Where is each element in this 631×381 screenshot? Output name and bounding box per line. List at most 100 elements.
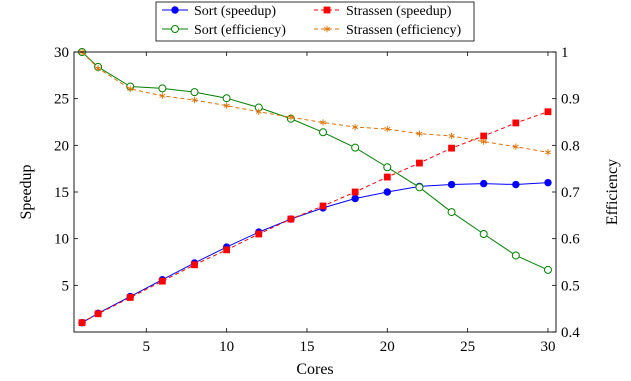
plot-frame: [73, 51, 557, 333]
x-tick-label: 5: [143, 339, 151, 355]
data-point-0-13: [480, 179, 488, 188]
data-point-2-14: [511, 251, 520, 260]
y-tick-label-right: 0.7: [561, 185, 580, 201]
legend-marker-3-stroke: [324, 27, 330, 31]
axes-layer: 5 10 15 20 25 30 5 10 15 20 25 30 0.4 0.5 0.6 0.7 0.8 0.9…: [18, 45, 621, 378]
series-line-3: [81, 51, 549, 153]
data-point-3-8-stroke: [320, 120, 327, 125]
x-tick-label: 20: [380, 339, 395, 355]
data-point-1-2: [126, 294, 134, 301]
legend-label-1: Strassen (speedup): [346, 4, 452, 19]
data-point-2-4: [190, 88, 199, 97]
x-tick-label: 10: [219, 339, 234, 355]
data-point-2-8: [319, 128, 328, 137]
data-point-3-13-stroke: [480, 139, 487, 144]
data-point-3-7-stroke: [287, 115, 294, 120]
legend-label-0: Sort (speedup): [194, 4, 276, 19]
y-tick-label-right: 1: [561, 45, 569, 61]
data-point-3-4-stroke: [191, 98, 198, 103]
legend-marker-2: [171, 25, 179, 33]
data-point-1-10: [383, 173, 391, 181]
data-point-3-10: [384, 125, 391, 133]
legend-marker-0: [171, 6, 179, 14]
y-tick-label-left: 10: [54, 232, 69, 248]
legend-marker-1: [323, 6, 331, 14]
x-tick-label: 15: [299, 339, 314, 355]
data-point-1-8: [319, 202, 327, 210]
series-line-2: [81, 51, 549, 271]
legend-marker-3: [324, 25, 330, 33]
data-point-3-14: [512, 143, 519, 150]
data-point-2-12: [447, 208, 456, 217]
y-tick-label-right: 0.5: [561, 278, 580, 294]
data-point-3-15: [544, 149, 551, 156]
y-tick-label-left: 30: [54, 45, 69, 61]
y-tick-label-right: 0.6: [561, 232, 580, 248]
data-point-2-9: [351, 143, 360, 152]
data-point-3-6-stroke: [255, 109, 262, 114]
series-line-0: [81, 182, 548, 324]
data-point-1-15: [544, 108, 552, 116]
data-point-3-5-stroke: [223, 103, 230, 108]
y-tick-label-left: 25: [54, 92, 69, 108]
data-point-1-13: [480, 132, 488, 140]
data-point-3-14-stroke: [512, 144, 519, 149]
data-point-3-4: [191, 96, 198, 104]
data-point-1-4: [191, 261, 198, 269]
y-tick-label-left: 20: [54, 138, 69, 154]
data-point-3-6: [255, 108, 262, 115]
legend-box: [155, 1, 475, 42]
data-point-3-9-stroke: [352, 125, 359, 130]
data-point-3-11: [416, 130, 423, 137]
data-point-2-15: [543, 265, 552, 274]
data-point-1-7: [287, 215, 295, 223]
data-point-3-10-stroke: [384, 127, 391, 131]
data-point-3-1-stroke: [95, 66, 102, 71]
data-point-1-3: [158, 277, 166, 285]
data-point-3-9: [352, 123, 359, 131]
data-point-3-3: [159, 92, 166, 100]
data-point-3-1: [95, 65, 102, 72]
data-point-3-8: [320, 119, 327, 126]
series-line-1: [81, 111, 549, 324]
x-tick-label: 25: [460, 339, 475, 355]
legend: Sort (speedup) Strassen (speedup) Sort (ef…: [155, 1, 475, 42]
y-tick-label-left: 15: [54, 185, 69, 201]
data-point-2-13: [479, 230, 488, 238]
y-tick-label-right: 0.4: [561, 325, 580, 341]
data-point-1-12: [448, 144, 455, 152]
data-point-3-2: [127, 85, 134, 93]
data-point-3-12-stroke: [448, 134, 455, 138]
data-point-1-0: [78, 319, 86, 327]
data-point-3-12: [448, 132, 455, 140]
data-point-0-15: [544, 178, 552, 187]
data-point-2-5: [222, 94, 231, 103]
y-tick-label-right: 0.8: [561, 138, 580, 154]
data-point-3-15-stroke: [544, 150, 551, 155]
y-tick-label-left: 5: [62, 278, 70, 294]
data-point-2-3: [158, 84, 167, 93]
legend-label-2: Sort (efficiency): [194, 23, 286, 38]
data-point-1-11: [416, 159, 423, 167]
data-point-3-2-stroke: [127, 86, 134, 91]
data-point-0-10: [383, 188, 391, 196]
legend-label-3: Strassen (efficiency): [346, 23, 462, 38]
data-point-0-9: [351, 194, 359, 203]
data-point-1-1: [94, 310, 102, 318]
x-tick-label: 30: [540, 339, 555, 355]
data-point-3-7: [287, 114, 294, 121]
data-point-3-5: [223, 102, 230, 109]
data-point-0-14: [512, 180, 520, 189]
data-point-0-12: [447, 180, 456, 189]
y-axis-label-left: Speedup: [18, 164, 35, 219]
series-layer: [78, 48, 552, 327]
data-point-1-9: [351, 188, 359, 196]
data-point-1-5: [223, 246, 231, 254]
y-tick-label-right: 0.9: [561, 92, 580, 108]
y-axis-label-right: Efficiency: [604, 159, 621, 225]
x-axis-label: Cores: [296, 361, 333, 378]
data-point-3-3-stroke: [159, 93, 166, 98]
data-point-3-11-stroke: [416, 131, 423, 136]
data-point-1-14: [512, 119, 520, 127]
